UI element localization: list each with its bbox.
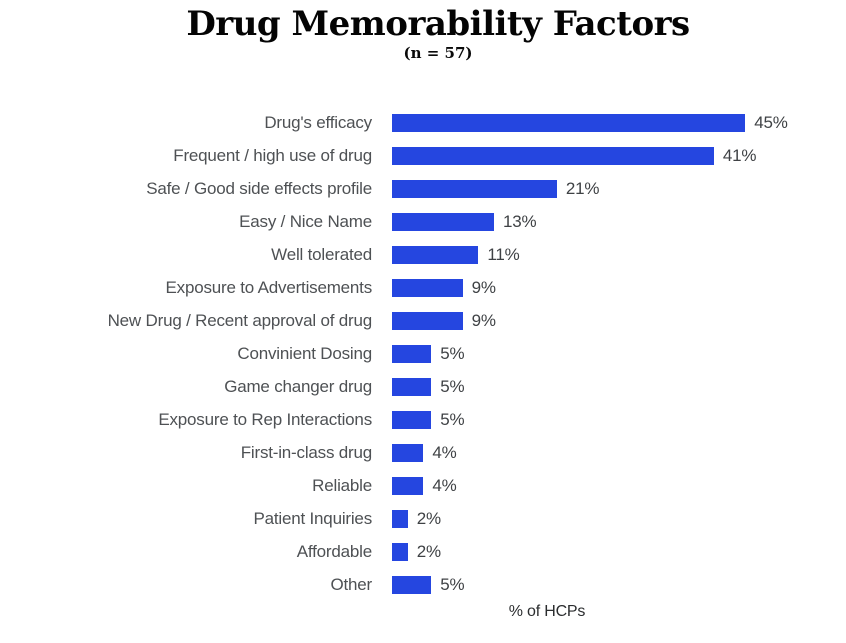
category-label: Other (330, 574, 372, 594)
bar (392, 410, 432, 429)
bar-row: New Drug / Recent approval of drug 9% (0, 304, 846, 337)
bar-track: 9% (392, 311, 496, 331)
value-label: 4% (432, 442, 457, 462)
value-label: 41% (722, 145, 757, 165)
value-label: 5% (440, 376, 465, 396)
value-label: 2% (416, 541, 441, 561)
bar-row: Convinient Dosing 5% (0, 337, 846, 370)
bar (392, 344, 432, 363)
category-label: Reliable (312, 475, 372, 495)
bar (392, 443, 424, 462)
bar-row: Patient Inquiries 2% (0, 502, 846, 535)
bar-track: 5% (392, 574, 465, 595)
chart-subtitle: (n = 57) (403, 44, 473, 63)
bar-track: 2% (392, 542, 441, 562)
value-label: 21% (565, 178, 600, 198)
bar-track: 13% (392, 211, 537, 232)
bar-row: Drug's efficacy 45% (0, 106, 846, 139)
category-label: New Drug / Recent approval of drug (107, 310, 373, 330)
bar-track: 45% (392, 113, 788, 133)
bar-row: Exposure to Rep Interactions 5% (0, 403, 846, 436)
bar-row: Reliable 4% (0, 469, 846, 502)
bar-track: 5% (392, 343, 465, 364)
value-label: 5% (440, 343, 465, 363)
category-label: Game changer drug (224, 376, 372, 396)
bar-track: 4% (392, 476, 457, 496)
bar (392, 311, 463, 330)
value-label: 9% (471, 277, 496, 297)
bar-track: 11% (392, 245, 520, 265)
bar-track: 21% (392, 179, 599, 199)
bar-row: Game changer drug 5% (0, 370, 846, 403)
bar (392, 113, 746, 132)
bar-row: First-in-class drug 4% (0, 436, 846, 469)
bar-row: Well tolerated 11% (0, 238, 846, 271)
bar-row: Easy / Nice Name 13% (0, 205, 846, 238)
bar-row: Safe / Good side effects profile 21% (0, 172, 846, 205)
bar (392, 179, 557, 198)
bar (392, 542, 408, 561)
value-label: 45% (754, 112, 788, 132)
bar-row: Exposure to Advertisements 9% (0, 271, 846, 304)
bar (392, 278, 463, 297)
bar (392, 245, 479, 264)
category-label: Convinient Dosing (237, 343, 372, 363)
category-label: Frequent / high use of drug (173, 145, 372, 165)
category-label: Safe / Good side effects profile (146, 178, 372, 198)
bar-row: Affordable 2% (0, 535, 846, 568)
chart-header: Drug Memorability Factors (n = 57) (30, 0, 846, 62)
bar-track: 5% (392, 409, 465, 430)
bar-track: 9% (392, 278, 496, 298)
category-label: First-in-class drug (240, 442, 372, 462)
category-label: Exposure to Advertisements (165, 277, 373, 297)
category-label: Exposure to Rep Interactions (158, 409, 372, 429)
value-label: 9% (471, 310, 496, 330)
bar-track: 4% (392, 443, 457, 463)
value-label: 5% (440, 409, 465, 429)
bar (392, 377, 432, 396)
bar-chart-plot-area: Drug's efficacy 45% Frequent / high use … (0, 106, 846, 601)
value-label: 11% (487, 244, 520, 264)
category-label: Drug's efficacy (264, 112, 372, 132)
bar (392, 509, 408, 528)
x-axis-label: % of HCPs (508, 603, 586, 621)
bar (392, 146, 714, 165)
category-label: Easy / Nice Name (239, 211, 372, 231)
value-label: 13% (503, 211, 537, 231)
bar-track: 2% (392, 509, 441, 529)
value-label: 4% (432, 475, 457, 495)
category-label: Patient Inquiries (253, 508, 372, 528)
category-label: Affordable (296, 541, 372, 561)
bar (392, 575, 432, 594)
chart-title: Drug Memorability Factors (186, 4, 690, 44)
value-label: 5% (440, 574, 465, 594)
bar-track: 5% (392, 376, 465, 397)
category-label: Well tolerated (271, 244, 372, 264)
bar (392, 212, 495, 231)
bar-row: Frequent / high use of drug 41% (0, 139, 846, 172)
bar-track: 41% (392, 146, 756, 166)
value-label: 2% (416, 508, 441, 528)
bar (392, 476, 424, 495)
bar-row: Other 5% (0, 568, 846, 601)
